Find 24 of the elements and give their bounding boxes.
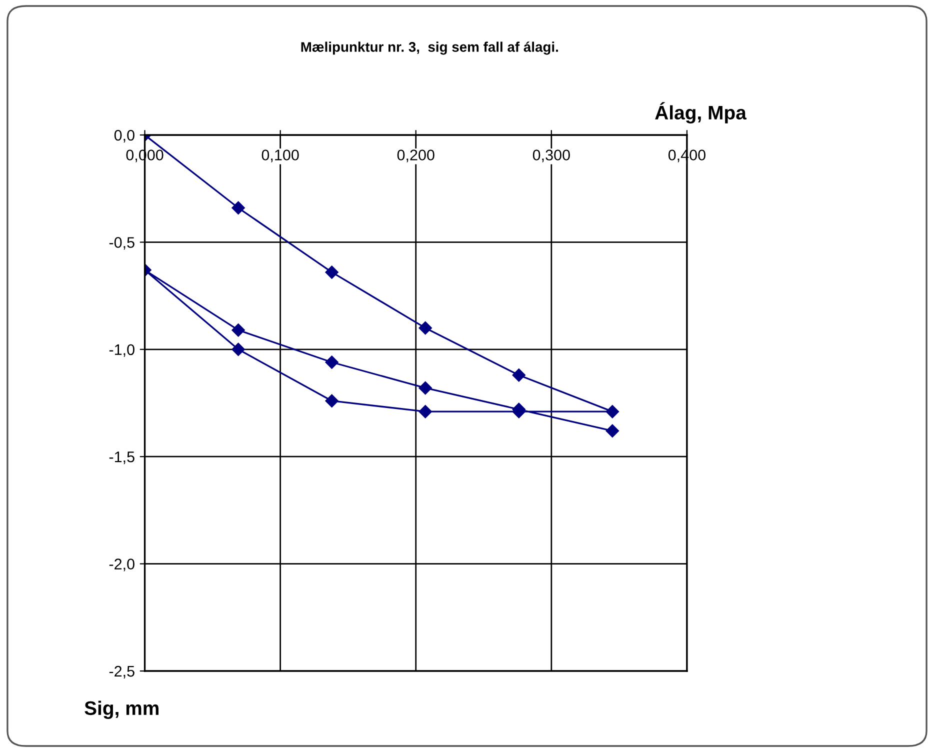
y-tick-label: -1,0 bbox=[109, 344, 134, 357]
point bbox=[606, 424, 619, 438]
point bbox=[512, 368, 526, 382]
chart-title: Mælipunktur nr. 3, sig sem fall af álagi. bbox=[301, 42, 558, 55]
x-tick-label: 0,300 bbox=[532, 150, 570, 162]
point bbox=[418, 321, 432, 335]
point bbox=[325, 356, 338, 369]
point bbox=[232, 201, 245, 214]
point bbox=[232, 324, 245, 337]
x-axis-title: Álag, Mpa bbox=[655, 102, 747, 124]
point bbox=[325, 266, 338, 279]
point bbox=[232, 342, 245, 356]
point bbox=[418, 404, 432, 418]
y-tick-label: -2,0 bbox=[109, 558, 134, 572]
point bbox=[606, 404, 619, 418]
y-tick-label: -2,5 bbox=[109, 666, 134, 678]
point bbox=[325, 394, 338, 408]
y-tick-label: -1,5 bbox=[109, 452, 134, 464]
y-axis-title: Sig, mm bbox=[84, 700, 158, 719]
y-tick-label: 0,0 bbox=[114, 130, 134, 142]
y-tick-label: -0,5 bbox=[109, 237, 134, 250]
x-tick-label: 0,200 bbox=[397, 150, 434, 162]
x-tick-label: 0,100 bbox=[262, 150, 299, 162]
point bbox=[418, 381, 432, 395]
